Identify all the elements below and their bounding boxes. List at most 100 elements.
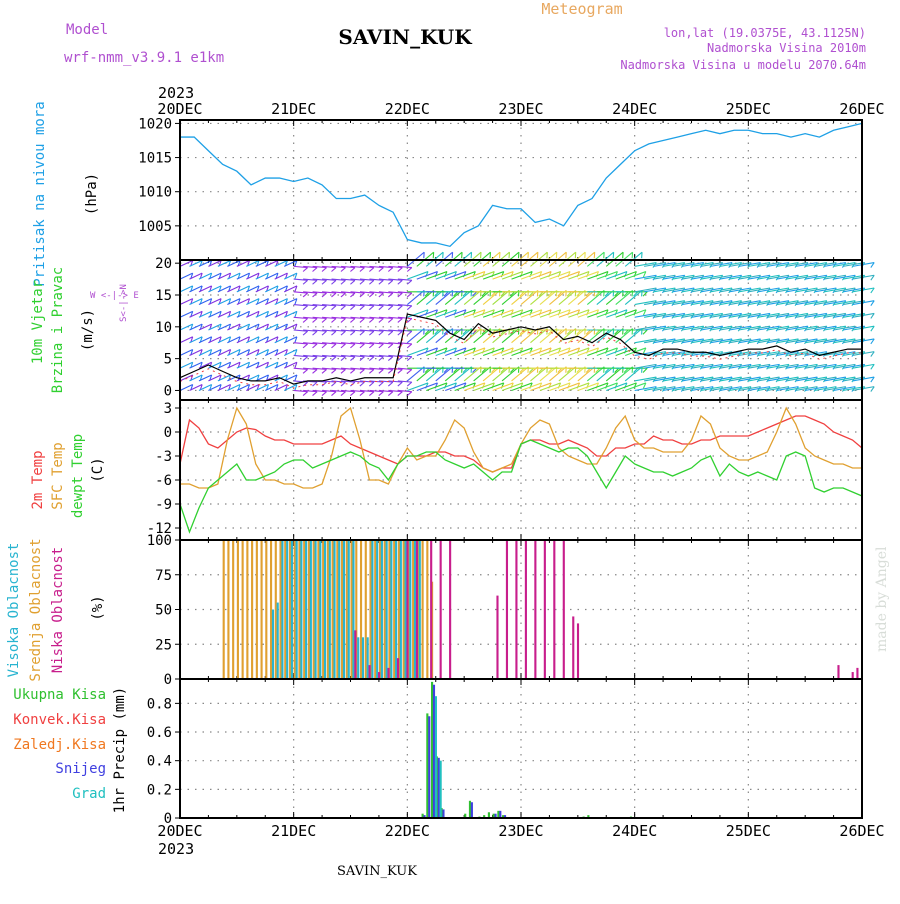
wind-barb-flag — [360, 280, 365, 284]
wind-barb-flag — [313, 344, 318, 348]
wind-barb-flag — [407, 392, 412, 396]
sfc-ylabel: SFC Temp — [50, 442, 66, 509]
bar — [440, 540, 442, 679]
wind-barb-flag — [407, 369, 412, 373]
wind-barb-flag — [360, 369, 365, 373]
mid-cloud-ylabel: Srednja Oblacnost — [28, 538, 44, 681]
wind-barb-flag — [388, 268, 393, 272]
bar — [440, 761, 442, 818]
wind-barb-flag — [360, 318, 365, 322]
wind-barb-flag — [303, 293, 308, 297]
bar — [303, 540, 305, 679]
bar — [223, 540, 225, 679]
bar — [332, 540, 334, 679]
wind-barb-flag — [388, 318, 393, 322]
wind-barb-flag — [398, 306, 403, 310]
bar — [343, 540, 345, 679]
wind-barb-flag — [407, 357, 412, 361]
y-tick-label: 3 — [164, 401, 172, 417]
wind-barb-flag — [341, 344, 346, 348]
station-title: SAVIN_KUK — [338, 25, 472, 49]
wind-barb-flag — [331, 369, 336, 373]
bar — [405, 540, 407, 679]
bar — [374, 540, 376, 679]
wind-barb-flag — [369, 344, 374, 348]
bar — [406, 540, 408, 679]
bar — [414, 540, 416, 679]
date-label-bottom: 25DEC — [726, 822, 771, 840]
bar — [338, 540, 340, 679]
wind-barb-flag — [331, 344, 336, 348]
wind-barb-flag — [388, 331, 393, 335]
wind-barb — [407, 383, 428, 391]
wind-barb-flag — [379, 268, 384, 272]
wind-barb-flag — [369, 306, 374, 310]
bar — [227, 540, 229, 679]
date-label-top: 20DEC — [157, 100, 202, 118]
bar — [388, 540, 390, 679]
high-cloud-ylabel: Visoka Oblacnost — [6, 543, 22, 678]
precip-legend-item: Grad — [72, 786, 106, 802]
model-elevation-label: Nadmorska Visina u modelu 2070.64m — [620, 58, 866, 72]
elevation-label: Nadmorska Visina 2010m — [707, 41, 866, 55]
date-label-top: 22DEC — [385, 100, 430, 118]
bar — [336, 540, 338, 679]
bar — [286, 540, 288, 679]
y-tick-label: 5 — [164, 352, 172, 368]
bar — [525, 540, 527, 679]
wind-barb-flag — [303, 369, 308, 373]
model-label: Model — [66, 22, 108, 38]
wind-barb-flag — [643, 368, 647, 372]
wind-barb-flag — [350, 369, 355, 373]
wind-barb-flag — [350, 306, 355, 310]
wind-barb-flag — [369, 369, 374, 373]
wind-barb-flag — [398, 318, 403, 322]
wind-barb-flag — [341, 268, 346, 272]
bar — [393, 540, 395, 679]
wind-barb-flag — [303, 280, 308, 284]
wind-barb-flag — [303, 392, 308, 396]
wind-barb-flag — [331, 392, 336, 396]
bar — [371, 540, 373, 679]
bar — [837, 665, 839, 679]
wind-barb-flag — [303, 344, 308, 348]
year-bottom: 2023 — [158, 840, 194, 858]
bar — [438, 758, 440, 818]
bar — [256, 540, 258, 679]
wind-barb-flag — [369, 318, 374, 322]
dewpt-ylabel: dewpt Temp — [70, 434, 86, 518]
wind-barb-flag — [331, 357, 336, 361]
bar — [400, 540, 402, 679]
bar — [381, 540, 383, 679]
bar — [449, 540, 451, 679]
bar — [403, 540, 405, 679]
wind-barb-flag — [322, 280, 327, 284]
wind-barb-flag — [369, 280, 374, 284]
bar — [329, 540, 331, 679]
wind-barb-flag — [388, 293, 393, 297]
wind-barb-flag — [360, 331, 365, 335]
wind-unit: (m/s) — [80, 309, 96, 351]
bar — [272, 610, 274, 680]
wind-barb-flag — [369, 382, 374, 386]
wind-barb-flag — [379, 382, 384, 386]
low-cloud-ylabel: Niska Oblacnost — [50, 547, 66, 673]
wind-barb-flag — [303, 306, 308, 310]
wind-barb-flag — [379, 392, 384, 396]
wind-barb-flag — [322, 306, 327, 310]
panel-frame — [180, 120, 862, 260]
bar — [471, 802, 473, 818]
bar — [369, 665, 371, 679]
compass-sn: S<-|->N — [119, 284, 129, 322]
wind-barb — [407, 272, 428, 280]
wind-barb-flag — [398, 280, 403, 284]
wind-barb-flag — [322, 331, 327, 335]
bar — [322, 540, 324, 679]
y-tick-label: -6 — [155, 473, 172, 489]
bar — [237, 540, 239, 679]
bar — [431, 682, 433, 818]
bar — [433, 685, 435, 818]
bar — [315, 540, 317, 679]
wind-barb — [417, 367, 434, 381]
wind-barb-flag — [341, 293, 346, 297]
